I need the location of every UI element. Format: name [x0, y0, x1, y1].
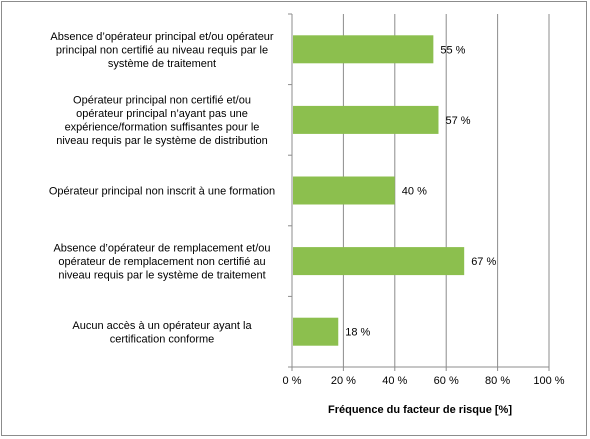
x-tick-label-80: 80 % [485, 375, 510, 387]
data-label-1: 57 % [445, 115, 470, 127]
data-label-4: 18 % [345, 327, 370, 339]
data-label-0: 55 % [440, 44, 465, 56]
bar-4 [293, 317, 339, 346]
category-label-0-line-2: système de traitement [108, 58, 216, 70]
category-label-4-line-0: Aucun accès à un opérateur ayant la [72, 320, 252, 332]
category-label-0-line-1: principal non certifié au niveau requis … [56, 44, 268, 56]
category-label-3: Absence d’opérateur de remplacement et/o… [53, 243, 270, 282]
category-label-4: Aucun accès à un opérateur ayant la certi… [72, 320, 252, 346]
bar-2 [293, 176, 395, 205]
category-label-4-line-1: certification conforme [110, 333, 215, 345]
bar-0 [293, 35, 434, 64]
x-tick-label-40: 40 % [382, 375, 407, 387]
category-label-3-line-2: niveau requis par le système de traiteme… [58, 270, 265, 282]
category-label-2: Opérateur principal non inscrit à une fo… [49, 186, 275, 198]
category-label-2-line-0: Opérateur principal non inscrit à une fo… [49, 186, 275, 198]
category-label-1-line-0: Opérateur principal non certifié et/ou [73, 95, 251, 107]
bar-3 [293, 247, 465, 276]
category-label-3-line-0: Absence d’opérateur de remplacement et/o… [53, 243, 270, 255]
x-axis-title: Fréquence du facteur de risque [%] [328, 404, 512, 416]
category-label-3-line-1: opérateur de remplacement non certifié a… [58, 256, 265, 268]
category-label-0: Absence d’opérateur principal et/ou opér… [50, 31, 274, 70]
x-tick-label-100: 100 % [533, 375, 564, 387]
category-label-1-line-3: niveau requis par le système de distribu… [56, 135, 268, 147]
data-label-3: 67 % [471, 256, 496, 268]
category-label-1: Opérateur principal non certifié et/ou op… [56, 95, 268, 147]
category-label-1-line-1: opérateur principal n’ayant pas une [76, 108, 248, 120]
x-tick-label-60: 60 % [434, 375, 459, 387]
x-tick-label-0: 0 % [283, 375, 302, 387]
bar-1 [293, 105, 439, 134]
category-label-0-line-0: Absence d’opérateur principal et/ou opér… [50, 31, 274, 43]
category-label-1-line-2: expérience/formation suffisantes pour le [65, 122, 260, 134]
x-tick-label-20: 20 % [331, 375, 356, 387]
data-label-2: 40 % [402, 186, 427, 198]
